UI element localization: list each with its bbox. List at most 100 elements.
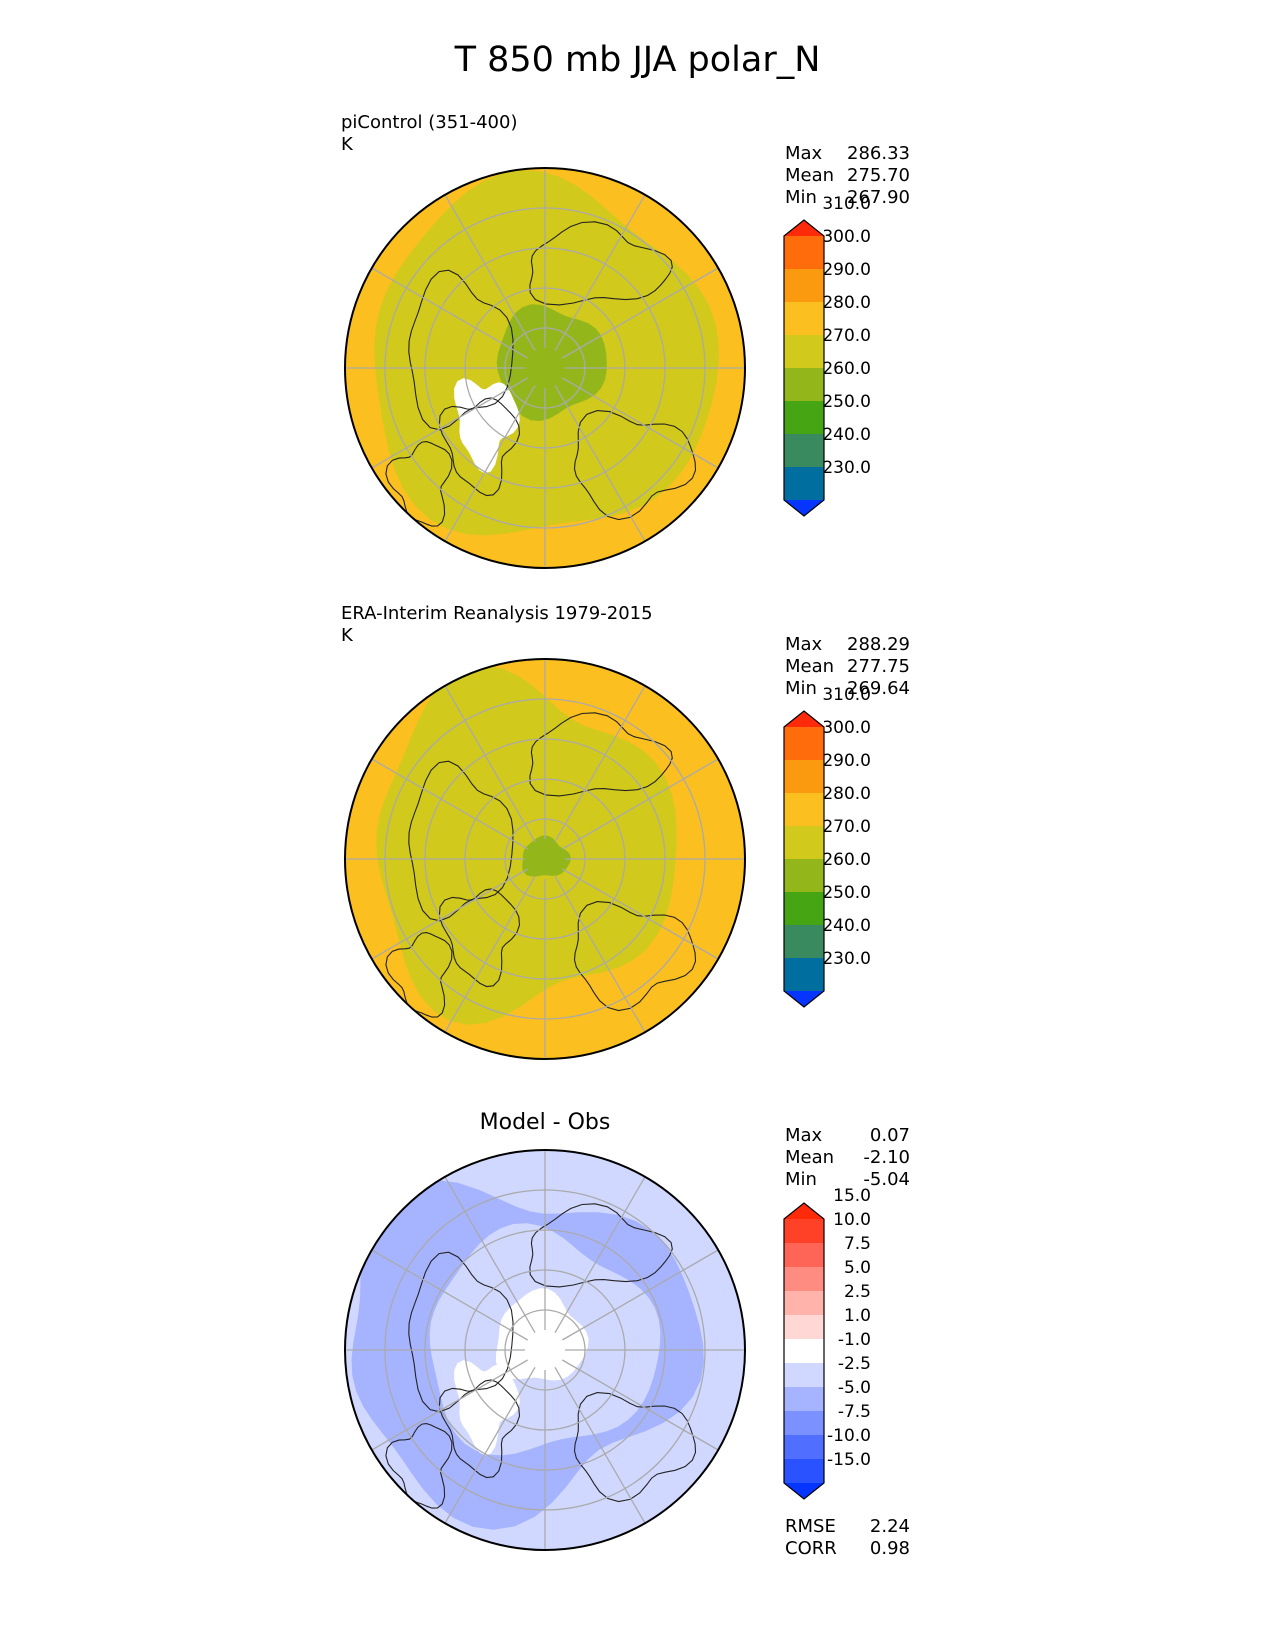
panel-1-label-line-2: K [341,134,353,155]
stat-mean: Mean 275.70 [785,165,910,187]
meridian-line [554,1176,646,1334]
colorbar-band [784,467,824,501]
stat-max: Max 0.07 [785,1125,910,1147]
colorbar-tick-label: 15.0 [833,1186,871,1206]
panel-2-label-line-1: ERA-Interim Reanalysis 1979-2015 [341,603,653,624]
colorbar-band [784,1387,824,1412]
colorbar-tick-label: -7.5 [838,1402,871,1422]
meridian-line [554,384,646,542]
stat-key: Mean [785,656,835,677]
colorbar-band [784,335,824,369]
colorbar-band [784,727,824,761]
meridian-line [371,868,529,960]
colorbar-tick-label: 5.0 [844,1258,871,1278]
panel-2-label: ERA-Interim Reanalysis 1979-2015 K [341,603,653,647]
colorbar-extend-max [784,220,824,236]
stat-key: Mean [785,1147,835,1168]
colorbar-tick-label: 300.0 [822,227,871,247]
colorbar-band [784,1411,824,1436]
colorbar-tick-label: 2.5 [844,1282,871,1302]
meridian-line [371,267,529,359]
colorbar-tick-label: 260.0 [822,850,871,870]
colorbar-band [784,760,824,794]
colorbar-outline [783,710,825,1008]
stat-value: 0.07 [869,1125,910,1146]
coastline [573,410,697,521]
colorbar-outline [783,1202,825,1500]
colorbar-band [784,826,824,860]
coastline [573,901,697,1012]
colorbar-extend-min [784,500,824,516]
coastline [438,1379,521,1479]
stat-min: Min 267.90 [785,187,910,209]
colorbar-tick-label: 230.0 [822,458,871,478]
colorbar-extend-min [784,991,824,1007]
meridian-line [554,194,646,352]
coastline [408,269,514,431]
metric-key: RMSE [785,1516,836,1537]
polar-map-1 [344,167,746,569]
colorbar-tick-label: -2.5 [838,1354,871,1374]
meridian-line [554,1366,646,1524]
colorbar-tick-label: -1.0 [838,1330,871,1350]
colorbar-tick-label: 290.0 [822,751,871,771]
colorbar-outline [783,219,825,517]
colorbar-band [784,236,824,270]
metric-rmse: RMSE 2.24 [785,1516,910,1538]
colorbar-band [784,1339,824,1364]
stat-max: Max 288.29 [785,634,910,656]
colorbar-tick-label: -5.0 [838,1378,871,1398]
coastline [408,760,514,922]
colorbar-tick-label: 280.0 [822,293,871,313]
colorbar-1: 230.0 240.0 250.0 260.0 270.0 280.0 290.0 300.0… [783,194,871,517]
colorbar-band [784,1459,824,1484]
colorbar-extend-max [784,1203,824,1219]
map-boundary [344,658,746,1060]
colorbar-tick-label: 300.0 [822,718,871,738]
meridian-line [371,1359,529,1451]
colorbar-band [784,269,824,303]
meridian-line [561,868,719,960]
colorbar-tick-label: 10.0 [833,1210,871,1230]
colorbar-band [784,1435,824,1460]
coastline [408,1251,514,1413]
stat-mean: Mean -2.10 [785,1147,910,1169]
coastline [385,441,453,527]
meridian-line [554,685,646,843]
meridian-line [554,875,646,1033]
stat-key: Mean [785,165,835,186]
colorbar-tick-label: 250.0 [822,883,871,903]
stat-key: Min [785,187,817,208]
stat-mean: Mean 277.75 [785,656,910,678]
figure-title: T 850 mb JJA polar_N [454,40,821,80]
meridian-line [444,685,536,843]
colorbar-tick-label: -15.0 [827,1450,871,1470]
meridian-line [561,377,719,469]
coastline [438,397,521,497]
meridian-line [371,1249,529,1341]
stat-max: Max 286.33 [785,143,910,165]
stat-value: -5.04 [863,1169,910,1190]
map-boundary [344,167,746,569]
colorbar-tick-label: 310.0 [822,194,871,214]
meridian-line [561,1359,719,1451]
colorbar-3: -15.0 -10.0 -7.5 -5.0 -2.5 -1.0 1.0 2.5 5.0 7.5 10… [783,1186,871,1500]
colorbar-tick-label: 230.0 [822,949,871,969]
polar-map-3 [344,1149,746,1551]
coastline [573,1392,697,1503]
meridian-line [444,384,536,542]
panel-1-label-line-1: piControl (351-400) [341,112,518,133]
stat-key: Max [785,143,823,164]
meridian-line [561,267,719,359]
colorbar-band [784,1315,824,1340]
meridian-line [444,875,536,1033]
stat-value: 267.90 [847,187,910,208]
coastline [438,888,521,988]
meridian-line [561,1249,719,1341]
stat-value: 286.33 [847,143,910,164]
colorbar-band [784,1291,824,1316]
coastline [529,221,673,306]
colorbar-tick-label: 240.0 [822,425,871,445]
colorbar-band [784,434,824,468]
colorbar-tick-label: 280.0 [822,784,871,804]
